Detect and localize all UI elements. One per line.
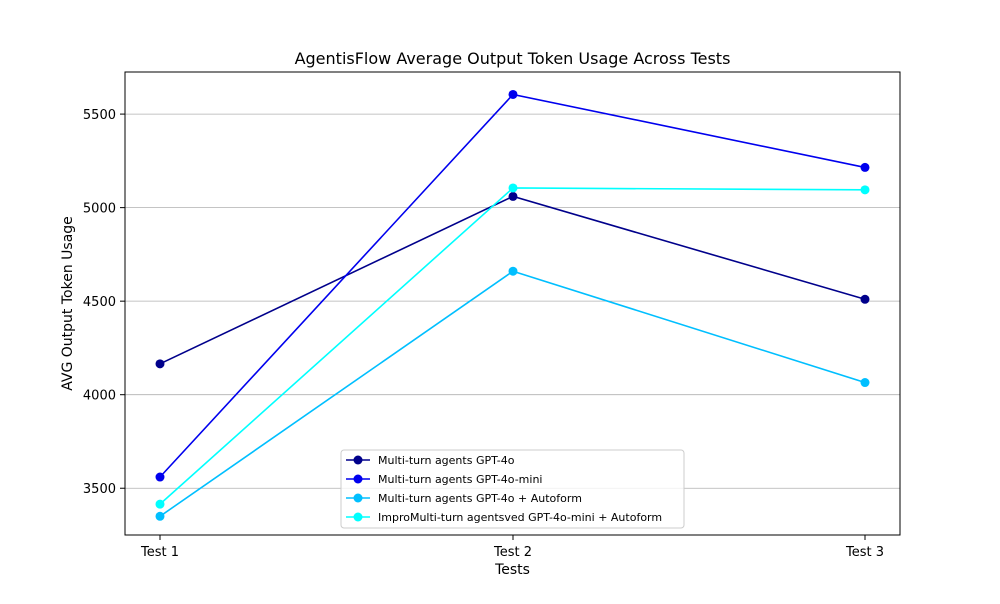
grid-lines — [125, 113, 900, 489]
series-4 — [155, 183, 870, 509]
x-axis: Test 1 Test 2 Test 3 — [140, 535, 884, 560]
data-point — [155, 511, 165, 521]
y-tick-label: 5000 — [83, 202, 116, 217]
legend-item: Multi-turn agents GPT-4o + Autoform — [346, 492, 582, 505]
legend-swatch-marker — [353, 474, 363, 484]
legend-label: Multi-turn agents GPT-4o-mini — [378, 473, 542, 486]
legend-box — [340, 449, 685, 529]
data-point — [860, 185, 870, 195]
data-point — [508, 183, 518, 193]
legend-swatch-marker — [353, 493, 363, 503]
data-point — [155, 499, 165, 509]
y-tick-label: 4000 — [83, 389, 116, 404]
data-point — [155, 359, 165, 369]
y-axis-label: AVG Output Token Usage — [60, 216, 76, 391]
series-3 — [155, 266, 870, 521]
x-tick-label: Test 2 — [493, 545, 532, 560]
legend-label: Multi-turn agents GPT-4o + Autoform — [378, 492, 582, 505]
data-point — [508, 89, 518, 99]
data-point — [860, 294, 870, 304]
y-axis: 3500 4000 4500 5000 5500 — [83, 108, 125, 497]
legend-swatch-marker — [353, 455, 363, 465]
y-tick-label: 3500 — [83, 482, 116, 497]
chart-title: AgentisFlow Average Output Token Usage A… — [295, 49, 731, 68]
y-tick-label: 5500 — [83, 108, 116, 123]
legend-item: Multi-turn agents GPT-4o-mini — [346, 473, 542, 486]
legend-label: ImproMulti-turn agentsved GPT-4o-mini + … — [378, 511, 662, 524]
x-tick-label: Test 1 — [140, 545, 179, 560]
legend-label: Multi-turn agents GPT-4o — [378, 454, 515, 467]
data-point — [155, 472, 165, 482]
legend: Multi-turn agents GPT-4o Multi-turn agent… — [340, 449, 685, 529]
data-point — [508, 266, 518, 276]
legend-swatch-marker — [353, 512, 363, 522]
series-line — [159, 93, 866, 478]
series-layer — [155, 89, 870, 521]
data-point — [860, 378, 870, 388]
x-tick-label: Test 3 — [845, 545, 884, 560]
series-line — [159, 195, 866, 365]
y-tick-label: 4500 — [83, 295, 116, 310]
data-point — [860, 162, 870, 172]
legend-item: ImproMulti-turn agentsved GPT-4o-mini + … — [346, 511, 662, 524]
data-point — [508, 191, 518, 201]
legend-item: Multi-turn agents GPT-4o — [346, 454, 515, 467]
x-axis-label: Tests — [494, 562, 530, 578]
series-1 — [155, 191, 870, 369]
series-2 — [155, 89, 870, 482]
